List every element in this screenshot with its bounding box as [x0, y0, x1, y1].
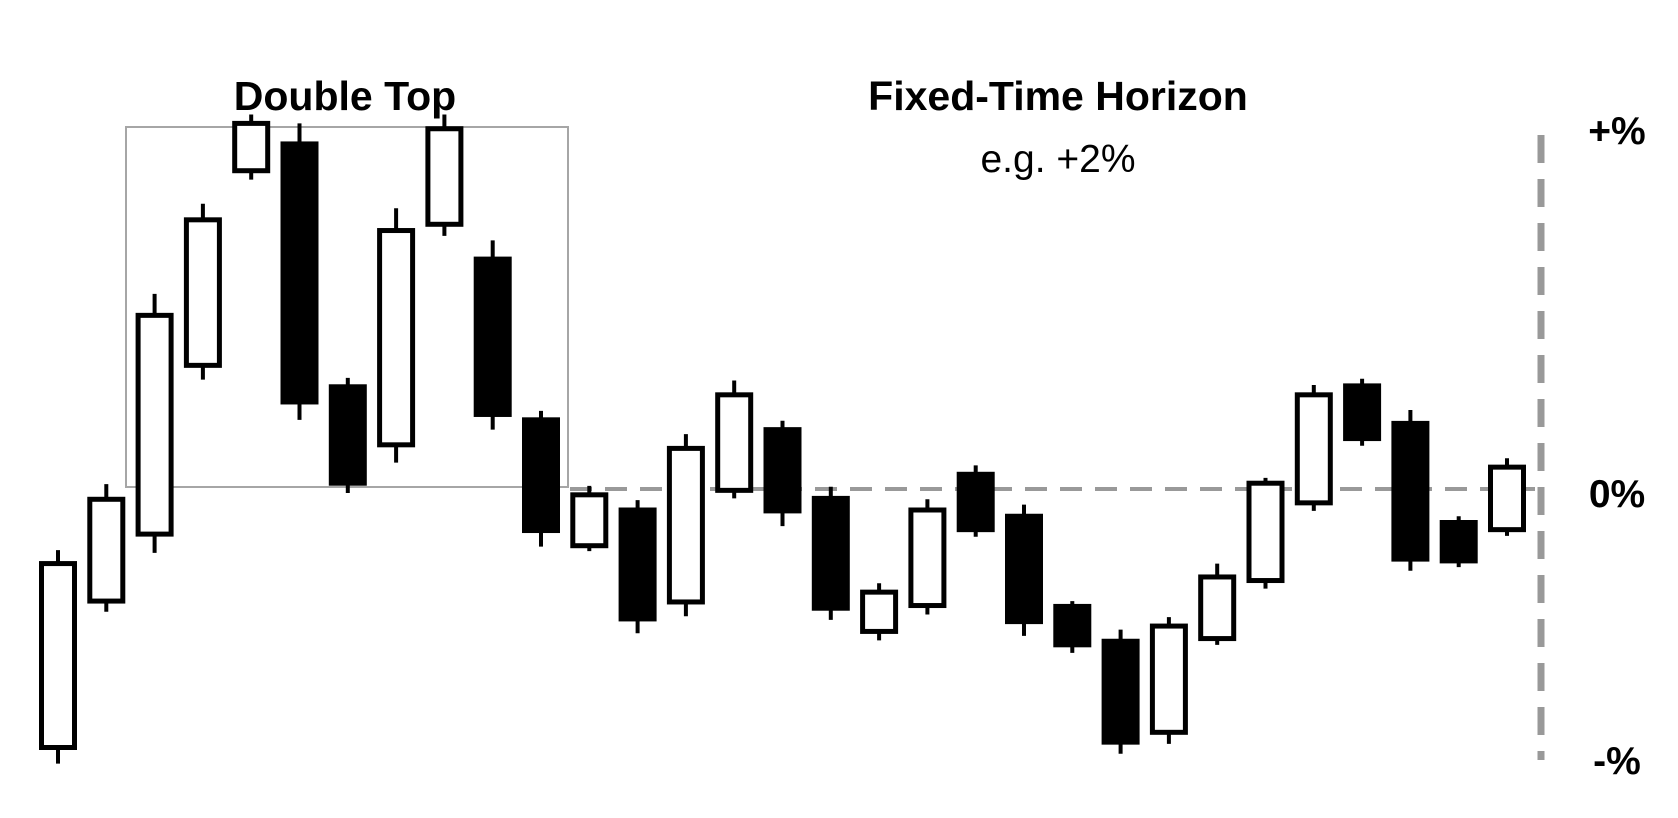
candle-body-down [328, 384, 367, 486]
candle-body-up [87, 496, 126, 604]
candle-body-up [666, 445, 705, 605]
candle-body-down [1101, 638, 1140, 745]
candle-body-up [570, 492, 609, 549]
candle-body-up [1198, 574, 1237, 642]
candle-body-up [135, 312, 174, 537]
candle-body-down [1343, 383, 1382, 442]
candle-body-up [860, 589, 899, 634]
candle-body-up [183, 217, 222, 368]
y-label-zero: 0% [1589, 473, 1645, 516]
candle-body-up [1246, 480, 1285, 584]
candle-body-down [1391, 420, 1430, 562]
candle-body-down [1439, 520, 1478, 564]
candle-body-up [39, 561, 77, 750]
y-label-bottom: -% [1593, 740, 1641, 783]
candles-group [39, 114, 1526, 764]
candle-body-down [811, 495, 850, 611]
candle-body-up [1488, 464, 1526, 533]
candle-body-up [425, 126, 464, 227]
candle-body-up [232, 120, 271, 174]
horizon-title: Fixed-Time Horizon [868, 73, 1248, 119]
candle-body-down [956, 471, 995, 533]
candle-body-down [618, 507, 657, 622]
candle-body-up [715, 392, 754, 493]
candle-body-down [1053, 603, 1092, 648]
candle-body-down [1005, 513, 1043, 625]
candle-body-up [908, 507, 947, 609]
candle-body-down [763, 427, 802, 514]
candle-body-down [473, 256, 512, 417]
candle-body-up [1294, 392, 1333, 506]
horizon-subtitle: e.g. +2% [980, 138, 1135, 181]
candle-body-up [1149, 623, 1188, 735]
candle-body-up [377, 228, 416, 448]
candle-body-down [280, 141, 319, 405]
pattern-label: Double Top [234, 73, 456, 119]
candle-body-down [522, 417, 560, 534]
y-label-top: +% [1588, 110, 1645, 153]
